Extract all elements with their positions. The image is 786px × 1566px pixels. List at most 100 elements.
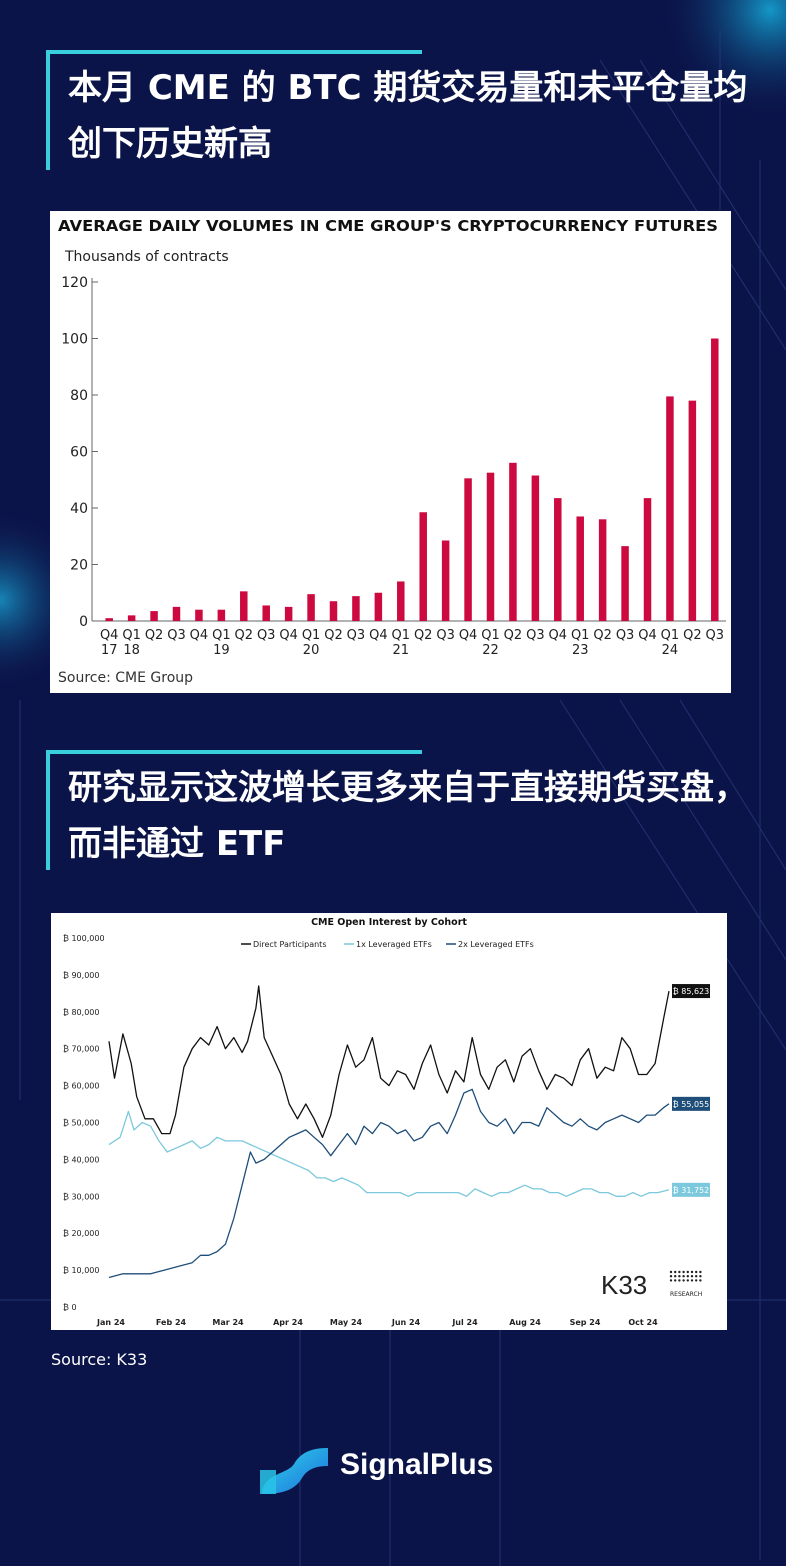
y-tick-label: ₿ 50,000 (63, 1119, 99, 1128)
k33-dot (699, 1279, 702, 1282)
bar (554, 498, 562, 621)
x-tick-label: Q4 (279, 628, 298, 643)
heading-accent-left (46, 50, 50, 170)
k33-dot-grid-icon (669, 1270, 702, 1282)
k33-dot (678, 1270, 681, 1274)
x-tick-year-label: 23 (572, 643, 589, 658)
k33-dot (674, 1275, 677, 1278)
x-tick-year-label: 18 (123, 643, 140, 658)
bar (419, 512, 427, 621)
k33-dot (669, 1279, 673, 1282)
bar (666, 396, 674, 621)
y-tick-label: 20 (70, 558, 88, 574)
last-value-badge (672, 1182, 710, 1197)
y-tick-label: ₿ 90,000 (63, 971, 99, 980)
y-tick-label: ₿ 80,000 (63, 1008, 99, 1017)
x-tick-label: Q4 (190, 628, 209, 643)
k33-dot (682, 1270, 685, 1274)
x-tick-label: Q3 (706, 628, 725, 643)
chart-title: CME Open Interest by Cohort (311, 917, 467, 928)
chart-source: Source: CME Group (58, 670, 193, 686)
bar (172, 606, 181, 621)
bar (329, 601, 338, 621)
heading-2-text: 研究显示这波增长更多来自于直接期货买盘，而非通过 ETF (68, 768, 748, 864)
legend-entry: 2x Leveraged ETFs (458, 940, 534, 949)
legend-entry: 1x Leveraged ETFs (356, 940, 432, 949)
bar (486, 472, 495, 621)
y-tick-label: 40 (70, 501, 88, 517)
x-tick-label: Aug 24 (509, 1318, 541, 1327)
series-line (108, 985, 670, 1138)
heading-accent-left (46, 750, 50, 870)
line-chart-panel: CME Open Interest by Cohort ₿ 0 ₿ 10,000 ₿ … (51, 913, 727, 1330)
x-tick-label: Q3 (167, 628, 186, 643)
k33-brand: K33 (601, 1270, 647, 1300)
bar (531, 475, 540, 621)
x-tick-label: Q2 (414, 628, 433, 643)
x-tick-label: Q4 (459, 628, 478, 643)
last-value-label: ₿ 85,623 (673, 987, 709, 996)
x-tick-year-label: 20 (303, 643, 320, 658)
y-tick-label: ₿ 100,000 (63, 934, 105, 943)
bar (711, 338, 719, 621)
x-tick-label: Oct 24 (628, 1318, 658, 1327)
y-tick-label: 100 (61, 332, 88, 348)
section-heading-1: 本月 CME 的 BTC 期货交易量和未平仓量均创下历史新高 (46, 50, 768, 170)
x-tick-year-label: 21 (393, 643, 410, 658)
y-tick-label: ₿ 20,000 (63, 1229, 99, 1238)
bar (127, 615, 136, 621)
k33-dot (699, 1275, 702, 1278)
bar (643, 498, 652, 621)
k33-dot (695, 1275, 698, 1278)
k33-brand-sub: RESEARCH (670, 1291, 702, 1298)
k33-dot (695, 1279, 698, 1282)
x-tick-label: Q3 (616, 628, 635, 643)
y-tick-label: ₿ 60,000 (63, 1082, 99, 1091)
x-tick-label: Q3 (257, 628, 276, 643)
series-line (108, 1088, 670, 1279)
x-tick-label: Jun 24 (391, 1318, 421, 1327)
signalplus-logo-icon (260, 1448, 328, 1494)
x-tick-label: Q4 (549, 628, 568, 643)
x-tick-label: Q2 (324, 628, 343, 643)
x-tick-label: Q1 (212, 628, 231, 643)
x-tick-label: Q1 (661, 628, 680, 643)
x-tick-label: Q3 (347, 628, 366, 643)
y-tick-label: 120 (61, 275, 88, 291)
y-tick-label: 0 (79, 614, 88, 630)
x-tick-label: Feb 24 (156, 1318, 187, 1327)
x-tick-label: May 24 (330, 1318, 363, 1327)
bar (217, 609, 226, 621)
bar (598, 519, 607, 621)
k33-dot (686, 1270, 689, 1274)
last-value-badge (672, 1096, 710, 1111)
x-tick-label: Q3 (526, 628, 545, 643)
x-tick-label: Q2 (593, 628, 612, 643)
k33-dot (686, 1279, 689, 1282)
heading-1-text: 本月 CME 的 BTC 期货交易量和未平仓量均创下历史新高 (68, 68, 748, 164)
bar (441, 540, 450, 621)
k33-dot (678, 1279, 681, 1282)
x-tick-label: Jul 24 (451, 1318, 478, 1327)
legend-entry: Direct Participants (253, 940, 327, 949)
bar (307, 594, 315, 621)
x-tick-label: Q2 (145, 628, 164, 643)
x-tick-label: Q2 (683, 628, 702, 643)
bar (105, 618, 113, 621)
bar (352, 596, 360, 621)
k33-dot (669, 1275, 673, 1278)
bar (284, 606, 293, 621)
x-tick-label: Q4 (369, 628, 388, 643)
x-tick-year-label: 19 (213, 643, 230, 658)
bar (688, 400, 697, 621)
x-tick-year-label: 24 (662, 643, 679, 658)
x-tick-label: Mar 24 (212, 1318, 244, 1327)
x-tick-label: Q4 (100, 628, 119, 643)
k33-dot (690, 1270, 694, 1274)
k33-dot (690, 1279, 694, 1282)
k33-dot (678, 1275, 681, 1278)
bar-chart: AVERAGE DAILY VOLUMES IN CME GROUP'S CRY… (58, 217, 726, 686)
x-tick-year-label: 22 (482, 643, 499, 658)
x-tick-label: Sep 24 (570, 1318, 601, 1327)
line-chart: CME Open Interest by Cohort ₿ 0 ₿ 10,000 ₿ … (63, 917, 710, 1327)
